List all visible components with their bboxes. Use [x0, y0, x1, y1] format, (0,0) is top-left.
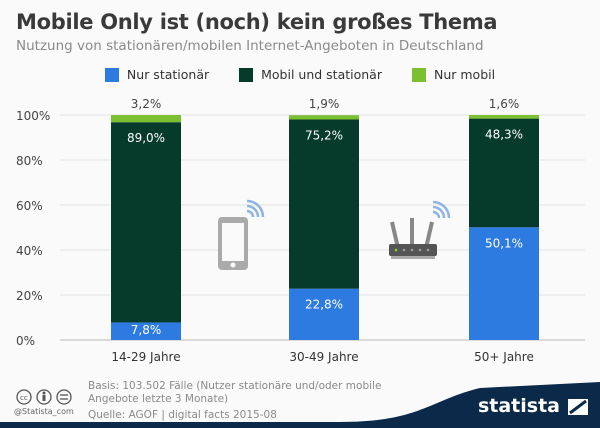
bar-segment [469, 227, 539, 340]
legend-label: Mobil und stationär [261, 67, 382, 82]
x-tick-label: 50+ Jahre [474, 350, 534, 364]
legend-swatch [104, 67, 119, 82]
data-label: 89,0% [127, 131, 165, 145]
data-label: 50,1% [485, 236, 523, 250]
data-label: 1,9% [309, 97, 340, 111]
legend-label: Nur mobil [433, 67, 496, 82]
footer-band: cc [0, 382, 600, 428]
chart-subtitle: Nutzung von stationären/mobilen Internet… [16, 38, 484, 54]
y-tick-label: 60% [16, 199, 43, 213]
y-tick-label: 80% [16, 154, 43, 168]
legend: Nur stationär Mobil und stationär Nur mobi… [0, 67, 600, 82]
brand-logo: statista [477, 395, 560, 417]
bar-segment [111, 322, 181, 340]
footnote-source: Quelle: AGOF | digital facts 2015-08 [88, 409, 277, 421]
bar-segment [469, 118, 539, 228]
bar-segment [289, 288, 359, 340]
x-tick-label: 30-49 Jahre [289, 350, 358, 364]
legend-swatch [411, 67, 426, 82]
chart-title: Mobile Only ist (noch) kein großes Thema [16, 10, 498, 34]
y-tick-label: 0% [16, 334, 35, 348]
bar-segment [469, 115, 539, 119]
legend-item: Nur mobil [411, 67, 496, 82]
bar-segment [289, 115, 359, 120]
svg-text:cc: cc [20, 394, 28, 402]
data-label: 3,2% [131, 97, 162, 111]
x-tick-label: 14-29 Jahre [111, 350, 180, 364]
bar-segment [289, 119, 359, 289]
footnote-basis-2: Angebote letzte 3 Monate) [88, 393, 229, 405]
bar-segment [111, 122, 181, 323]
legend-swatch [239, 67, 254, 82]
legend-item: Nur stationär [104, 67, 210, 82]
y-tick-label: 40% [16, 244, 43, 258]
bar-segment [111, 115, 181, 123]
footnote-basis-1: Basis: 103.502 Fälle (Nutzer stationäre … [88, 380, 382, 392]
data-label: 7,8% [131, 323, 162, 337]
data-label: 48,3% [485, 128, 523, 142]
statista-logo-icon [568, 399, 588, 415]
twitter-handle: @Statista_com [14, 407, 74, 416]
data-label: 75,2% [305, 129, 343, 143]
data-label: 22,8% [305, 298, 343, 312]
smartphone-wifi-icon [218, 199, 265, 270]
y-tick-label: 100% [16, 109, 50, 123]
router-wifi-icon [389, 200, 451, 259]
data-label: 1,6% [489, 97, 520, 111]
y-tick-label: 20% [16, 289, 43, 303]
legend-item: Mobil und stationär [239, 67, 382, 82]
cc-license-icon [16, 389, 72, 405]
legend-label: Nur stationär [126, 67, 210, 82]
